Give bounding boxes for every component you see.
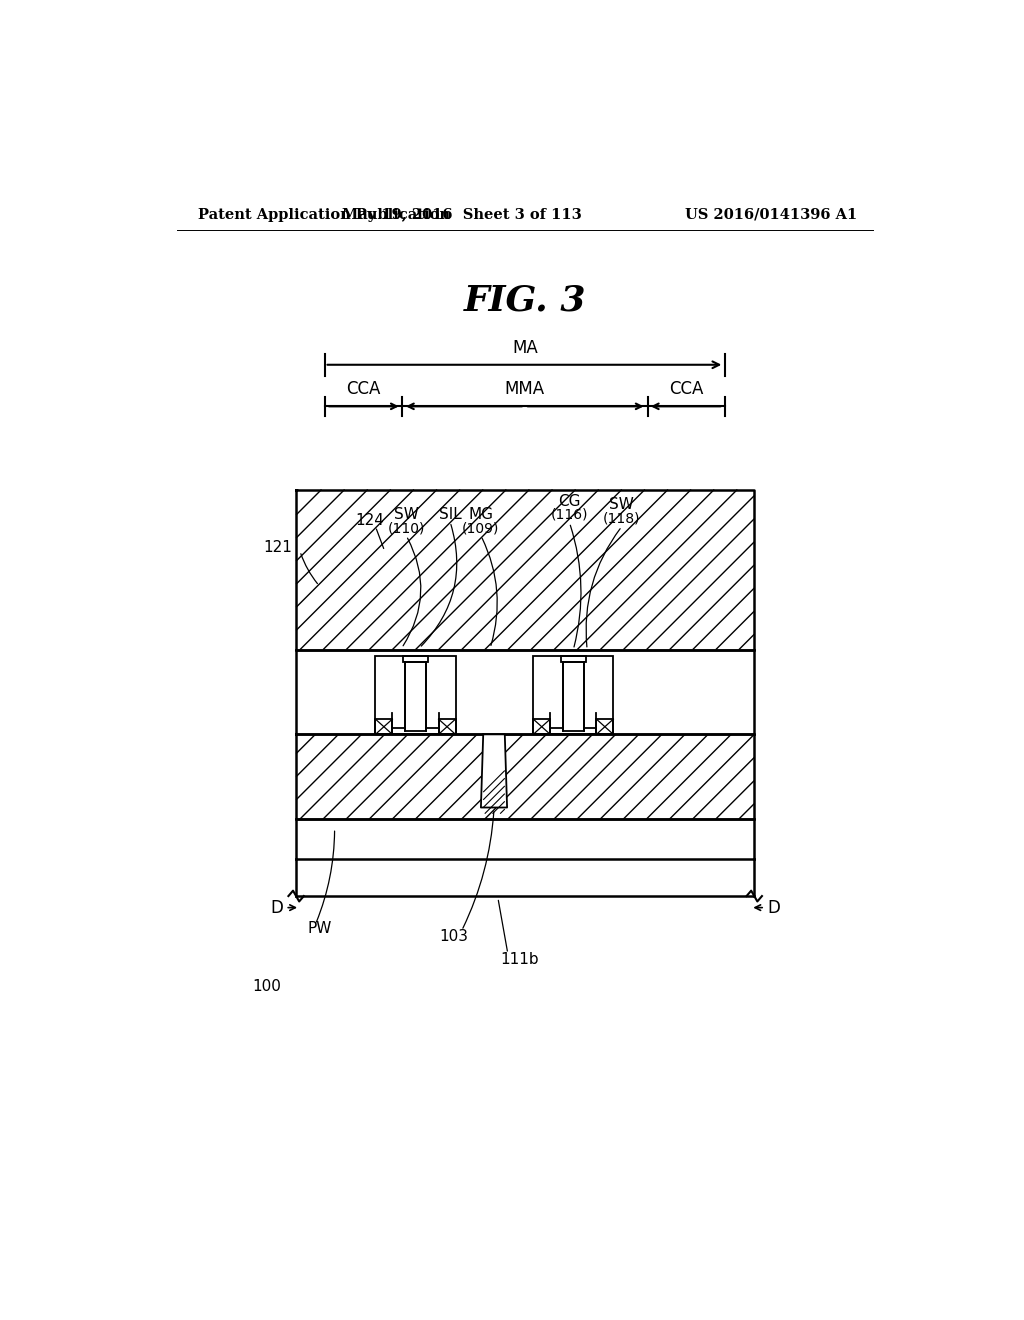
Text: CG: CG <box>558 494 581 508</box>
Text: 103: 103 <box>439 928 468 944</box>
Text: 121: 121 <box>263 540 292 554</box>
Bar <box>562 663 584 731</box>
Text: US 2016/0141396 A1: US 2016/0141396 A1 <box>685 207 857 222</box>
Bar <box>561 656 586 663</box>
Polygon shape <box>481 734 507 808</box>
Text: CCA: CCA <box>346 380 380 399</box>
Bar <box>534 656 613 734</box>
Text: SIL: SIL <box>438 507 462 521</box>
Bar <box>404 663 426 731</box>
Text: CCA: CCA <box>670 380 703 399</box>
Text: SW: SW <box>609 498 634 512</box>
Text: Patent Application Publication: Patent Application Publication <box>198 207 450 222</box>
Text: MA: MA <box>512 339 538 356</box>
Bar <box>438 719 456 734</box>
Text: May 19, 2016  Sheet 3 of 113: May 19, 2016 Sheet 3 of 113 <box>342 207 582 222</box>
Text: 111b: 111b <box>500 952 539 966</box>
Bar <box>376 656 456 734</box>
Bar <box>403 656 428 663</box>
Text: (116): (116) <box>551 508 588 521</box>
Bar <box>376 719 392 734</box>
Bar <box>596 719 613 734</box>
Text: MG: MG <box>468 507 494 521</box>
Text: (109): (109) <box>462 521 500 535</box>
Text: (118): (118) <box>603 512 641 525</box>
Text: SW: SW <box>394 507 419 521</box>
Text: D: D <box>767 899 780 916</box>
Text: (110): (110) <box>387 521 425 535</box>
Text: 100: 100 <box>252 978 281 994</box>
Text: D: D <box>270 899 284 916</box>
Text: MMA: MMA <box>505 380 545 399</box>
Text: 124: 124 <box>355 512 384 528</box>
Bar <box>534 719 550 734</box>
Text: PW: PW <box>307 921 332 936</box>
Text: FIG. 3: FIG. 3 <box>464 284 586 318</box>
